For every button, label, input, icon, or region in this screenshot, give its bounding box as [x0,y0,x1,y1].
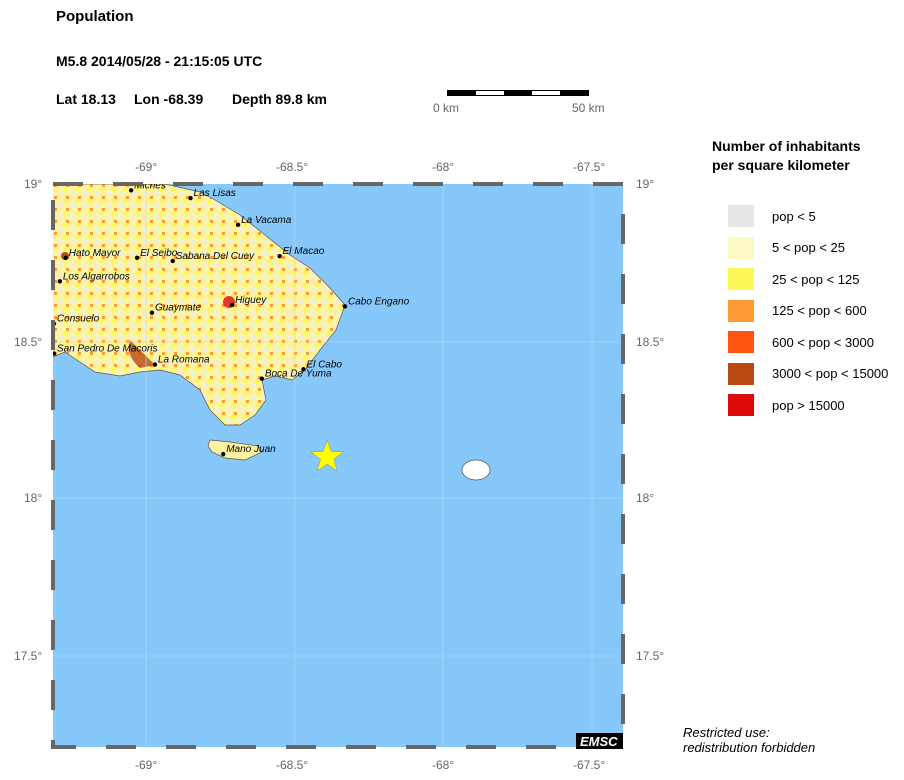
city-label: Consuelo [57,314,100,325]
city-label: Las Lisas [194,188,236,199]
city-label: Cabo Engano [348,296,410,307]
legend-label: 5 < pop < 25 [772,240,846,255]
legend-item: 600 < pop < 3000 [728,331,874,353]
lon-tick-top: -68° [432,160,455,174]
emsc-logo [576,733,623,749]
event-lon: Lon -68.39 [134,91,204,107]
city-marker [57,279,63,284]
lat-tick-left: 18° [24,491,43,505]
legend-label: 600 < pop < 3000 [772,334,874,350]
city-marker [63,255,69,260]
legend-label: 3000 < pop < 15000 [772,366,889,381]
emsc-logo-text: EMSC [580,734,618,749]
legend-swatch [728,236,754,259]
legend-label: pop > 15000 [772,397,845,413]
city-label: Higuey [235,295,267,306]
lat-tick-right: 18° [636,491,655,505]
city-marker [259,376,265,381]
city-label: El Seibo [140,248,178,259]
event-info: M5.8 2014/05/28 - 21:15:05 UTC [56,53,263,69]
lon-tick-top: -68.5° [276,160,309,174]
lon-tick-bottom: -67.5° [573,758,606,772]
lon-tick-bottom: -69° [135,758,158,772]
legend-swatch [728,299,754,322]
city-label: La Romana [158,355,210,366]
lat-tick-right: 19° [636,177,655,191]
lon-tick-bottom: -68° [432,758,455,772]
city-label: Hato Mayor [69,248,121,259]
lat-tick-right: 18.5° [636,335,665,349]
city-label: San Pedro De Macoris [57,344,158,355]
city-marker [53,351,57,356]
lon-tick-top: -69° [135,160,158,174]
isla-desecheo [461,459,491,481]
city-marker [277,254,282,259]
city-marker [235,222,241,228]
scale-start: 0 km [433,101,460,115]
epicenter-star-icon [310,439,344,472]
lon-tick-bottom: -68.5° [276,758,309,772]
legend-item: 125 < pop < 600 [728,299,867,322]
restriction-note: Restricted use: [683,725,770,740]
legend-item: pop > 15000 [728,394,845,416]
map-frame [51,182,625,749]
city-marker [134,255,140,260]
city-label: La Vacama [241,215,292,226]
city-marker [128,188,134,193]
event-depth: Depth 89.8 km [232,91,327,107]
legend-item: 5 < pop < 25 [728,236,846,259]
event-lat: Lat 18.13 [56,91,116,107]
city-label: Sabana Del Cuey [176,251,255,262]
legend-swatch [728,205,754,227]
scale-end: 50 km [572,101,605,115]
legend-swatch [728,268,754,290]
city-marker [301,367,306,372]
city-label: El Cabo [306,359,342,370]
city-marker [149,310,155,315]
lat-tick-right: 17.5° [636,649,665,663]
city-label: Los Algarrobos [63,271,130,282]
city-marker [342,304,348,309]
city-marker [188,195,193,201]
restriction-note: redistribution forbidden [683,740,816,755]
city-label: Guaymate [155,303,202,314]
legend-item: 25 < pop < 125 [728,268,859,290]
legend-label: 125 < pop < 600 [772,303,867,318]
city-label: Mano Juan [226,444,276,455]
lat-tick-left: 18.5° [14,335,43,349]
legend-title: per square kilometer [712,157,850,173]
city-marker [152,362,158,367]
legend-item: 3000 < pop < 15000 [728,362,889,385]
lat-tick-left: 17.5° [14,649,43,663]
legend-label: 25 < pop < 125 [772,271,860,287]
city-label: Boca De Yuma [265,369,332,380]
legend-item: pop < 5 [728,205,816,227]
legend-label: pop < 5 [772,208,816,224]
city-marker [229,302,235,308]
city-marker [221,451,226,457]
lon-tick-top: -67.5° [573,160,606,174]
scale-bar [447,90,589,96]
lat-tick-left: 19° [24,177,43,191]
legend-title: Number of inhabitants [712,138,861,154]
legend-swatch [728,362,754,385]
map-title: Population [56,8,134,25]
city-label: Miches [134,180,166,191]
city-label: El Macao [283,246,325,257]
legend-swatch [728,331,754,353]
legend-swatch [728,394,754,416]
city-marker [170,258,175,264]
